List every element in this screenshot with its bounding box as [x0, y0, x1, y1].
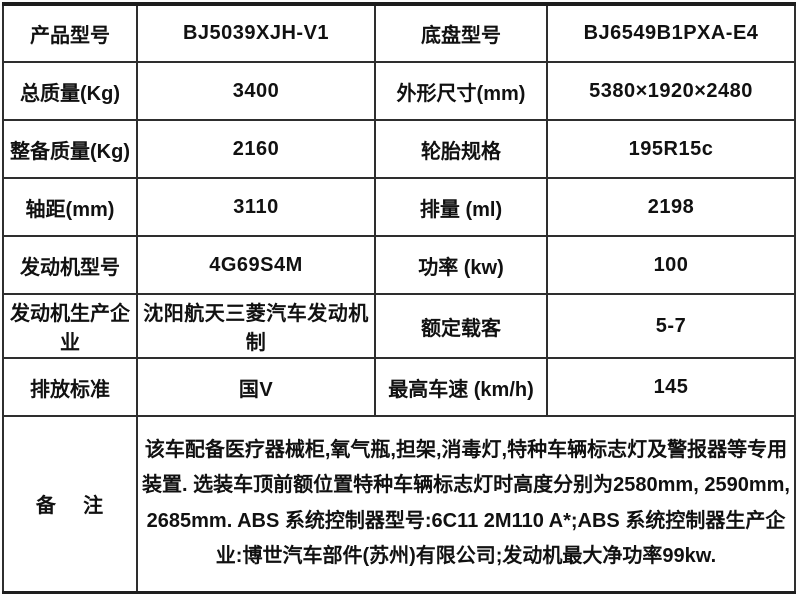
spec-value-engine-manufacturer: 沈阳航天三菱汽车发动机制 [136, 293, 376, 359]
spec-value-max-speed: 145 [546, 357, 796, 417]
spec-label-engine-model: 发动机型号 [2, 235, 138, 295]
table-row: 整备质量(Kg) 2160 轮胎规格 195R15c [2, 119, 796, 179]
spec-label-max-speed: 最高车速 (km/h) [374, 357, 548, 417]
table-row: 产品型号 BJ5039XJH-V1 底盘型号 BJ6549B1PXA-E4 [2, 3, 796, 63]
spec-label-dimensions: 外形尺寸(mm) [374, 61, 548, 121]
table-row: 发动机生产企业 沈阳航天三菱汽车发动机制 额定载客 5-7 [2, 293, 796, 359]
remark-label: 备 注 [2, 415, 138, 593]
table-row-remark: 备 注 该车配备医疗器械柜,氧气瓶,担架,消毒灯,特种车辆标志灯及警报器等专用装… [2, 415, 796, 593]
spec-label-power: 功率 (kw) [374, 235, 548, 295]
spec-value-power: 100 [546, 235, 796, 295]
table-row: 轴距(mm) 3110 排量 (ml) 2198 [2, 177, 796, 237]
spec-value-total-mass: 3400 [136, 61, 376, 121]
spec-value-wheelbase: 3110 [136, 177, 376, 237]
table-row: 总质量(Kg) 3400 外形尺寸(mm) 5380×1920×2480 [2, 61, 796, 121]
spec-label-emission-standard: 排放标准 [2, 357, 138, 417]
spec-value-engine-model: 4G69S4M [136, 235, 376, 295]
spec-value-chassis-model: BJ6549B1PXA-E4 [546, 3, 796, 63]
table-row: 排放标准 国V 最高车速 (km/h) 145 [2, 357, 796, 417]
spec-label-engine-manufacturer: 发动机生产企业 [2, 293, 138, 359]
spec-label-rated-passengers: 额定载客 [374, 293, 548, 359]
spec-label-product-model: 产品型号 [2, 3, 138, 63]
spec-label-chassis-model: 底盘型号 [374, 3, 548, 63]
spec-value-dimensions: 5380×1920×2480 [546, 61, 796, 121]
table-row: 发动机型号 4G69S4M 功率 (kw) 100 [2, 235, 796, 295]
spec-value-tire-spec: 195R15c [546, 119, 796, 179]
remark-content: 该车配备医疗器械柜,氧气瓶,担架,消毒灯,特种车辆标志灯及警报器等专用装置. 选… [136, 415, 796, 593]
vehicle-spec-table: 产品型号 BJ5039XJH-V1 底盘型号 BJ6549B1PXA-E4 总质… [2, 2, 796, 594]
spec-value-emission-standard: 国V [136, 357, 376, 417]
spec-label-wheelbase: 轴距(mm) [2, 177, 138, 237]
spec-value-product-model: BJ5039XJH-V1 [136, 3, 376, 63]
spec-value-rated-passengers: 5-7 [546, 293, 796, 359]
spec-label-curb-weight: 整备质量(Kg) [2, 119, 138, 179]
spec-label-tire-spec: 轮胎规格 [374, 119, 548, 179]
spec-label-displacement: 排量 (ml) [374, 177, 548, 237]
spec-value-curb-weight: 2160 [136, 119, 376, 179]
spec-label-total-mass: 总质量(Kg) [2, 61, 138, 121]
spec-value-displacement: 2198 [546, 177, 796, 237]
